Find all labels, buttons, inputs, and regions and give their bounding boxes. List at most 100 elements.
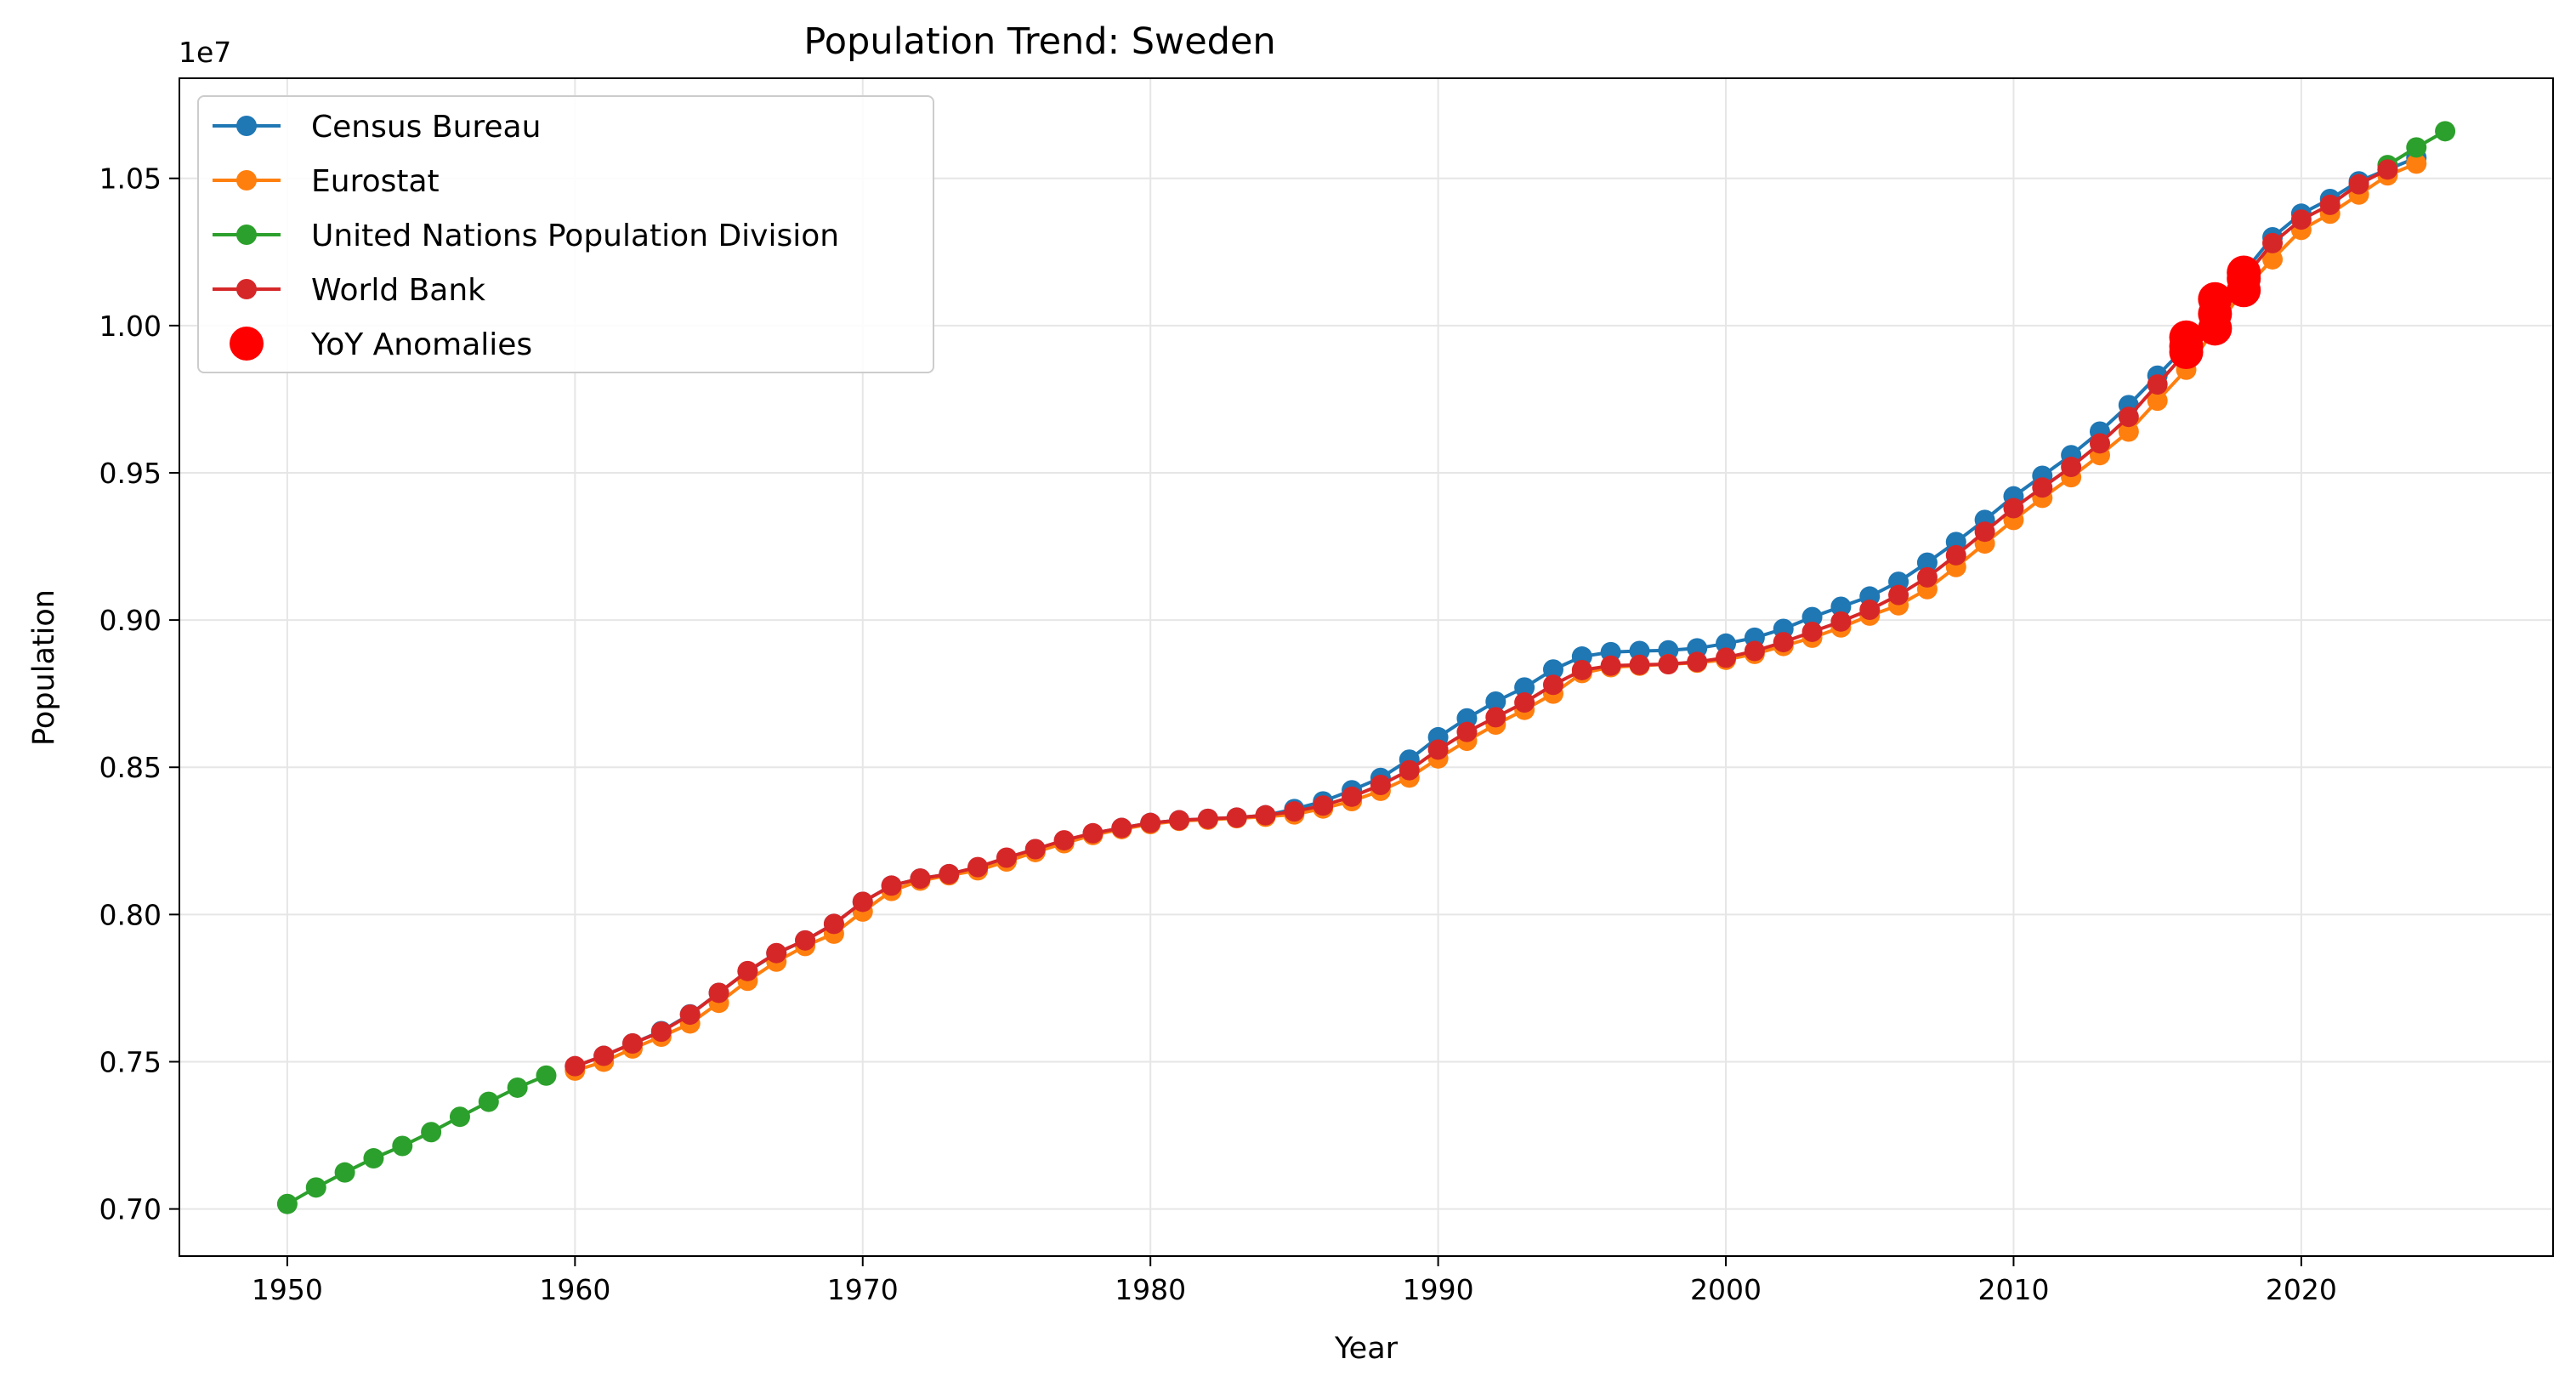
data-point [305, 1177, 326, 1198]
series-united-nations-population-division [276, 121, 2456, 1214]
data-point [2406, 153, 2427, 174]
data-point [1140, 812, 1161, 833]
legend-label: YoY Anomalies [310, 327, 532, 362]
x-tick-label: 1990 [1403, 1273, 1474, 1306]
y-tick-label: 0.70 [99, 1193, 162, 1226]
data-point [1514, 677, 1535, 698]
plot-frame [179, 77, 2554, 1257]
x-tick-label: 1960 [539, 1273, 610, 1306]
y-tick-label: 1.05 [99, 162, 162, 196]
data-point [1284, 801, 1305, 822]
data-point [1485, 691, 1506, 713]
data-point [1830, 611, 1852, 632]
legend: Census Bureau Eurostat United Nations Popu… [197, 95, 934, 373]
data-point [1542, 659, 1563, 680]
legend-label: Eurostat [311, 164, 440, 199]
legend-label: United Nations Population Division [311, 219, 839, 253]
anomaly-point [2227, 273, 2261, 308]
x-tick-label: 2000 [1690, 1273, 1762, 1306]
data-point [1801, 621, 1823, 642]
data-point [2003, 498, 2024, 519]
data-point [1111, 817, 1132, 839]
y-tick-label: 0.90 [99, 604, 162, 637]
data-point [823, 913, 844, 935]
data-point [449, 1106, 470, 1128]
data-point [737, 960, 758, 981]
data-point [1053, 830, 1075, 851]
data-point [1571, 659, 1592, 680]
data-point [2348, 173, 2369, 195]
data-point [1485, 707, 1506, 728]
legend-item-world-bank: World Bank [213, 273, 485, 308]
legend-item-census-bureau: Census Bureau [213, 110, 541, 145]
data-point [593, 1045, 615, 1066]
data-point [1716, 633, 1737, 654]
data-point [1342, 786, 1363, 807]
data-point [2377, 159, 2398, 180]
legend-item-eurostat: Eurostat [213, 164, 440, 199]
data-point [622, 1033, 644, 1055]
data-point [679, 1004, 701, 1026]
data-point [1945, 544, 1966, 566]
data-point [881, 875, 902, 896]
data-point [507, 1077, 528, 1098]
y-tick-label: 0.80 [99, 898, 162, 931]
data-point [478, 1091, 499, 1112]
y-tick-label: 0.85 [99, 751, 162, 784]
x-tick-label: 2020 [2266, 1273, 2337, 1306]
data-point [2147, 390, 2168, 412]
legend-marker [230, 327, 264, 361]
data-point [2089, 433, 2110, 454]
x-tick-label: 1950 [252, 1273, 323, 1306]
data-point [996, 847, 1017, 868]
legend-marker [236, 116, 257, 136]
data-point [1888, 584, 1909, 606]
data-point [1830, 596, 1852, 617]
data-point [939, 863, 960, 884]
x-axis-label: Year [1334, 1332, 1399, 1366]
legend-label: World Bank [311, 273, 485, 308]
data-point [1370, 775, 1391, 795]
data-point [392, 1135, 413, 1157]
data-point [795, 930, 816, 951]
x-axis: 1950 1960 1970 1980 1990 2000 2010 2020 [252, 1256, 2337, 1306]
data-point [1916, 566, 1938, 588]
x-tick-label: 1980 [1115, 1273, 1186, 1306]
data-point [1744, 640, 1765, 662]
data-point [1716, 647, 1737, 668]
legend-marker [236, 279, 257, 299]
data-point [910, 868, 931, 890]
legend-item-united-nations-population-division: United Nations Population Division [213, 219, 839, 253]
legend-marker [236, 170, 257, 190]
x-tick-label: 2010 [1977, 1273, 2049, 1306]
data-point [536, 1065, 557, 1086]
data-point [2406, 137, 2427, 158]
legend-box [197, 95, 934, 373]
data-point [852, 891, 873, 913]
data-point [1226, 807, 1247, 828]
y-tick-label: 1.00 [99, 310, 162, 343]
anomaly-point [2169, 335, 2204, 370]
data-point [276, 1193, 298, 1214]
data-point [1974, 521, 1995, 543]
data-point [565, 1055, 586, 1077]
data-point [1399, 759, 1420, 781]
data-point [1542, 674, 1563, 696]
data-point [1687, 651, 1708, 673]
data-point [2118, 421, 2139, 442]
data-point [967, 856, 989, 878]
chart-title: Population Trend: Sweden [803, 20, 1275, 63]
data-point [1658, 654, 1679, 675]
legend-marker [236, 225, 257, 245]
data-point [1801, 606, 1823, 628]
x-tick-label: 1970 [827, 1273, 899, 1306]
data-point [1773, 632, 1794, 653]
data-point [1456, 721, 1478, 742]
legend-item-yoy-anomalies: YoY Anomalies [230, 327, 532, 362]
data-point [363, 1148, 384, 1169]
data-point [2262, 232, 2284, 253]
data-point [1916, 552, 1938, 573]
data-point [1197, 808, 1218, 829]
data-point [1859, 599, 1881, 620]
